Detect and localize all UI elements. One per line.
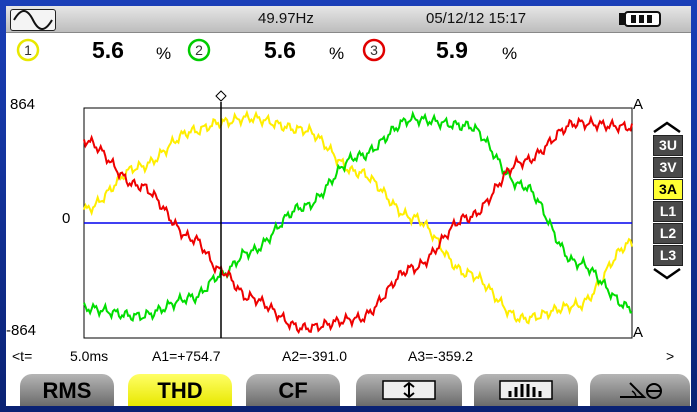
channel-3-thd-value: 5.9 bbox=[436, 37, 468, 63]
y-zero-label: 0 bbox=[62, 210, 71, 227]
selector-l2[interactable]: L2 bbox=[653, 223, 683, 244]
channel-2-thd-unit: % bbox=[329, 44, 345, 63]
cursor-next-arrow[interactable]: > bbox=[666, 348, 675, 364]
thd-softkey[interactable]: THD bbox=[128, 374, 232, 406]
channel-3-waveform bbox=[83, 114, 633, 335]
bars-icon bbox=[499, 380, 553, 400]
cursor-handle-icon bbox=[215, 90, 227, 102]
waveform-plot[interactable] bbox=[6, 72, 691, 344]
sine-wave-icon[interactable] bbox=[10, 9, 56, 31]
unit-bottom-label: A bbox=[633, 324, 644, 341]
cursor-readout: <t= 5.0ms A1=+754.7 A2=-391.0 A3=-359.2 … bbox=[6, 346, 691, 368]
instrument-screen: 49.97Hz 05/12/12 15:17 1 5.6 % 2 5.6 bbox=[6, 6, 691, 406]
date-time: 05/12/12 15:17 bbox=[426, 10, 527, 27]
thd-readings: 1 5.6 % 2 5.6 % 3 5.9 % bbox=[6, 33, 691, 71]
unit-top-label: A bbox=[633, 96, 644, 113]
harmonics-softkey[interactable] bbox=[474, 374, 578, 406]
waveform-panel: 864 0 -864 A A bbox=[6, 72, 691, 344]
channel-1-number: 1 bbox=[24, 42, 32, 58]
channel-selector: 3U 3V 3A L1 L2 L3 bbox=[650, 120, 684, 281]
status-bar: 49.97Hz 05/12/12 15:17 bbox=[6, 6, 691, 33]
cursor-time-label: <t= bbox=[12, 348, 33, 364]
channel-1-badge: 1 bbox=[16, 38, 40, 62]
channel-1-thd-value: 5.6 bbox=[92, 37, 124, 63]
selector-3a[interactable]: 3A bbox=[653, 179, 683, 200]
y-max-label: 864 bbox=[10, 96, 36, 113]
selector-3v[interactable]: 3V bbox=[653, 157, 683, 178]
phase-angle-icon bbox=[620, 382, 662, 399]
softkey-bar: RMS THD CF bbox=[6, 374, 691, 406]
vertical-zoom-icon bbox=[382, 380, 436, 400]
selector-l3[interactable]: L3 bbox=[653, 245, 683, 266]
y-min-label: -864 bbox=[6, 322, 37, 339]
channel-2-waveform bbox=[83, 110, 633, 322]
channel-2-number: 2 bbox=[195, 42, 203, 58]
cf-softkey[interactable]: CF bbox=[246, 374, 340, 406]
channel-3-badge: 3 bbox=[362, 38, 386, 62]
channel-1-waveform bbox=[83, 109, 633, 325]
cursor-a1-value: A1=+754.7 bbox=[152, 348, 221, 364]
rms-softkey[interactable]: RMS bbox=[20, 374, 114, 406]
battery-icon bbox=[619, 11, 661, 27]
zoom-softkey[interactable] bbox=[356, 374, 462, 406]
channel-2-thd-value: 5.6 bbox=[264, 37, 296, 63]
selector-l1[interactable]: L1 bbox=[653, 201, 683, 222]
frequency-readout: 49.97Hz bbox=[258, 10, 314, 27]
channel-1-thd-unit: % bbox=[156, 44, 172, 63]
cursor-a2-value: A2=-391.0 bbox=[282, 348, 347, 364]
cursor-a3-value: A3=-359.2 bbox=[408, 348, 473, 364]
phase-softkey[interactable] bbox=[590, 374, 690, 406]
selector-3u[interactable]: 3U bbox=[653, 135, 683, 156]
chevron-down-icon[interactable] bbox=[650, 267, 684, 281]
cursor-time-value: 5.0ms bbox=[70, 348, 109, 364]
channel-3-number: 3 bbox=[370, 42, 378, 58]
channel-2-badge: 2 bbox=[187, 38, 211, 62]
chevron-up-icon[interactable] bbox=[650, 120, 684, 134]
channel-3-thd-unit: % bbox=[502, 44, 518, 63]
